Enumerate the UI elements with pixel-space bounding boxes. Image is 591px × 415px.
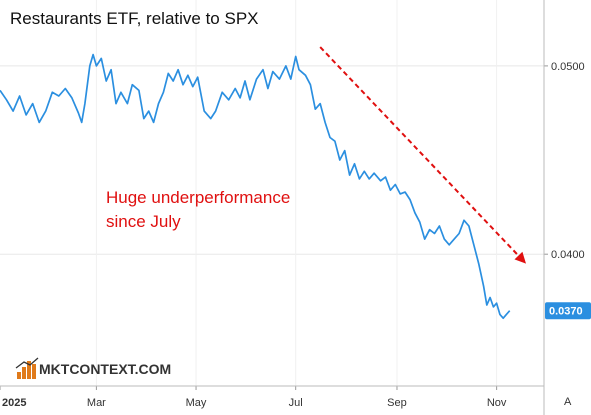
trend-arrow bbox=[319, 46, 526, 264]
last-value-label: 0.0370 bbox=[545, 302, 591, 320]
arrow-shaft bbox=[319, 46, 520, 257]
scale-button[interactable]: A bbox=[564, 396, 572, 408]
logo-text: MKTCONTEXT.COM bbox=[39, 361, 171, 377]
series-line bbox=[0, 53, 511, 320]
x-tick-label-4: Sep bbox=[387, 397, 407, 409]
annotation-line-2: since July bbox=[106, 212, 181, 231]
x-tick-label-5: Nov bbox=[487, 397, 507, 409]
x-axis: 2025 Mar May Jul Sep Nov bbox=[0, 385, 544, 409]
y-tick-label-0: 0.0500 bbox=[551, 61, 585, 73]
x-tick-label-2: May bbox=[186, 397, 207, 409]
chart-title: Restaurants ETF, relative to SPX bbox=[10, 9, 259, 28]
scale-button-label[interactable]: A bbox=[564, 396, 572, 408]
x-tick-label-3: Jul bbox=[289, 397, 303, 409]
annotation-line-1: Huge underperformance bbox=[106, 188, 290, 207]
y-axis: 0.0500 0.0400 bbox=[543, 0, 585, 415]
last-value-badge bbox=[545, 302, 591, 320]
last-value-text: 0.0370 bbox=[549, 306, 583, 318]
y-tick-label-1: 0.0400 bbox=[551, 249, 585, 261]
x-tick-label-0: 2025 bbox=[2, 397, 26, 409]
logo: MKTCONTEXT.COM bbox=[15, 357, 171, 379]
annotation-text: Huge underperformance since July bbox=[106, 188, 295, 231]
arrow-head bbox=[514, 251, 526, 264]
x-tick-label-1: Mar bbox=[87, 397, 106, 409]
logo-icon bbox=[15, 357, 39, 379]
